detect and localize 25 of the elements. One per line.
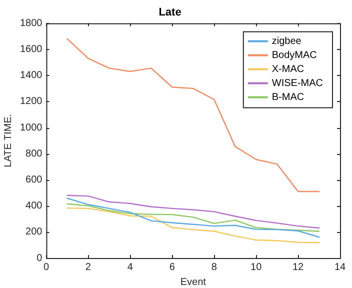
legend-label: BodyMAC [272, 50, 317, 61]
x-tick-label: 2 [85, 262, 92, 273]
y-axis-title: LATE TIME. [2, 114, 14, 168]
y-tick-label: 1600 [20, 44, 43, 56]
y-tick-label: 1400 [20, 70, 43, 82]
y-tick-label: 400 [26, 200, 43, 212]
legend-label: WISE-MAC [272, 78, 323, 89]
x-tick-label: 8 [211, 262, 218, 273]
y-tick-label: 1800 [20, 18, 43, 29]
y-tick-label: 1000 [20, 122, 43, 134]
y-tick-label: 600 [26, 174, 43, 186]
y-tick-label: 1200 [20, 96, 43, 108]
legend-label: B-MAC [272, 92, 304, 103]
y-tick-label: 200 [26, 226, 43, 238]
x-tick-label: 14 [334, 262, 346, 273]
x-axis-title: Event [180, 276, 206, 288]
x-tick-label: 10 [250, 262, 262, 273]
legend-label: X-MAC [272, 64, 304, 75]
x-tick-label: 6 [169, 262, 176, 273]
y-tick-label: 800 [26, 148, 43, 160]
x-tick-label: 12 [292, 262, 304, 273]
chart-title: Late [158, 6, 182, 19]
x-tick-label: 4 [127, 262, 134, 273]
y-tick-label: 0 [36, 252, 43, 264]
legend-label: zigbee [272, 36, 302, 47]
